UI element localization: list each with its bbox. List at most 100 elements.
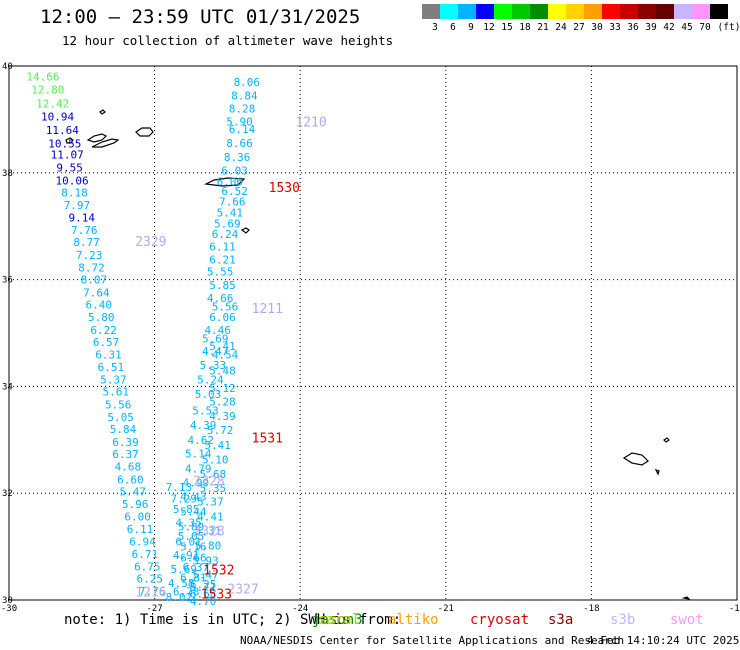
swh-value: 8.84	[231, 89, 258, 102]
swh-value: 6.22	[90, 324, 117, 337]
pass-time-label: 1211	[252, 302, 283, 317]
swh-value: 9.55	[56, 161, 83, 174]
footer-note: note: 1) Time is in UTC; 2) SWH is from:	[64, 612, 402, 628]
footer-timestamp: 4 Feb 14:10:24 UTC 2025	[587, 634, 740, 647]
swh-value: 4.99	[183, 477, 210, 490]
swh-value: 6.40	[86, 299, 113, 312]
lat-tick-label: 34	[2, 382, 13, 392]
swh-value: 7.13	[166, 481, 193, 494]
legend-swatch	[674, 4, 692, 19]
swh-value: 4.58	[168, 577, 195, 590]
swh-value: 6.31	[95, 348, 122, 361]
legend-label: 12	[483, 22, 495, 33]
pass-time-label: 1532	[203, 564, 234, 579]
legend-swatch	[512, 4, 530, 19]
legend-swatch	[566, 4, 584, 19]
legend-label: 6	[450, 22, 456, 33]
legend-label: 30	[591, 22, 603, 33]
swh-value: 6.00	[124, 511, 151, 524]
swh-value: 10.94	[41, 111, 74, 124]
swh-value: 5.85	[209, 279, 236, 292]
legend-swatch	[602, 4, 620, 19]
swh-value: 6.37	[183, 561, 210, 574]
swh-value: 11.64	[46, 124, 79, 137]
island-corvo	[99, 109, 106, 115]
satellite-altiko: altiko	[388, 612, 439, 628]
lon-tick-label: -24	[292, 604, 308, 614]
page-title: 12:00 – 23:59 UTC 01/31/2025	[40, 6, 361, 28]
swh-value: 6.06	[209, 311, 236, 324]
legend-swatch	[656, 4, 674, 19]
lon-tick-label: -15	[729, 604, 740, 614]
legend-label: 42	[663, 22, 675, 33]
swh-value: 10.06	[56, 174, 89, 187]
swh-value: 5.47	[120, 486, 147, 499]
swh-value: 6.24	[212, 228, 239, 241]
swh-value: 12.42	[36, 97, 69, 110]
swh-value: 8.28	[229, 103, 256, 116]
island-desertas	[654, 468, 660, 476]
satellite-saral: saral	[318, 612, 361, 628]
swh-value: 6.75	[134, 560, 161, 573]
swh-value: 8.07	[81, 274, 108, 287]
swh-value: 5.69	[170, 563, 197, 576]
legend-label: 39	[645, 22, 657, 33]
lat-tick-label: 38	[2, 169, 13, 179]
swh-value: 6.66	[180, 551, 207, 564]
swh-value: 8.77	[73, 236, 100, 249]
swh-value: 5.03	[195, 388, 222, 401]
swh-value: 5.85	[173, 503, 200, 516]
legend-label: 24	[555, 22, 567, 33]
swh-value: 5.56	[212, 300, 239, 313]
swh-value: 7.66	[219, 196, 246, 209]
lon-tick-label: -18	[583, 604, 599, 614]
legend-label: 33	[609, 22, 621, 33]
swh-value: 6.81	[180, 572, 207, 585]
swh-value: 8.66	[226, 137, 253, 150]
footer-credit: NOAA/NESDIS Center for Satellite Applica…	[240, 634, 625, 647]
swh-value: 5.31	[195, 525, 222, 538]
swh-value: 8.36	[224, 151, 251, 164]
pass-time-label: 1210	[295, 116, 326, 131]
pass-time-label: 1533	[201, 588, 232, 603]
legend-label: 36	[627, 22, 639, 33]
swh-value: 5.56	[105, 399, 132, 412]
swh-value: 6.52	[221, 185, 248, 198]
legend-swatch	[440, 4, 458, 19]
swh-value: 6.78	[173, 585, 200, 598]
swh-value: 5.05	[107, 411, 134, 424]
swh-value: 6.25	[136, 573, 163, 586]
satellite-s3b: s3b	[610, 612, 636, 628]
coastline	[65, 109, 691, 600]
swh-value: 7.23	[76, 249, 103, 262]
swh-value: 5.41	[209, 340, 236, 353]
swh-value: 4.35	[175, 517, 202, 530]
page-subtitle: 12 hour collection of altimeter wave hei…	[62, 33, 394, 48]
swh-value: 5.71	[190, 581, 217, 594]
swh-value: 5.96	[122, 498, 149, 511]
swh-value: 4.39	[209, 410, 236, 423]
swh-value: 5.48	[209, 364, 236, 377]
legend-swatch	[530, 4, 548, 19]
island-santa-maria	[240, 227, 250, 234]
swh-value: 5.28	[209, 395, 236, 408]
island-sao-miguel	[203, 177, 246, 187]
swh-value: 6.39	[112, 436, 139, 449]
swh-value: 4.43	[180, 490, 207, 503]
swh-value: 5.10	[202, 454, 229, 467]
legend-swatch	[494, 4, 512, 19]
swh-value: 6.71	[132, 548, 159, 561]
swh-value: 8.06	[234, 76, 261, 89]
swh-value: 4.47	[202, 345, 229, 358]
swh-value: 8.72	[78, 261, 105, 274]
legend-swatch	[620, 4, 638, 19]
satellite-jason3: jason3	[312, 612, 363, 628]
swh-value: 5.93	[192, 554, 219, 567]
swh-value: 5.41	[217, 206, 244, 219]
swh-value: 4.39	[190, 419, 217, 432]
swh-value: 6.57	[93, 336, 120, 349]
pass-time-label: 2327	[227, 582, 258, 597]
swh-value: 7.76	[139, 585, 166, 598]
island-porto-santo	[663, 437, 670, 443]
